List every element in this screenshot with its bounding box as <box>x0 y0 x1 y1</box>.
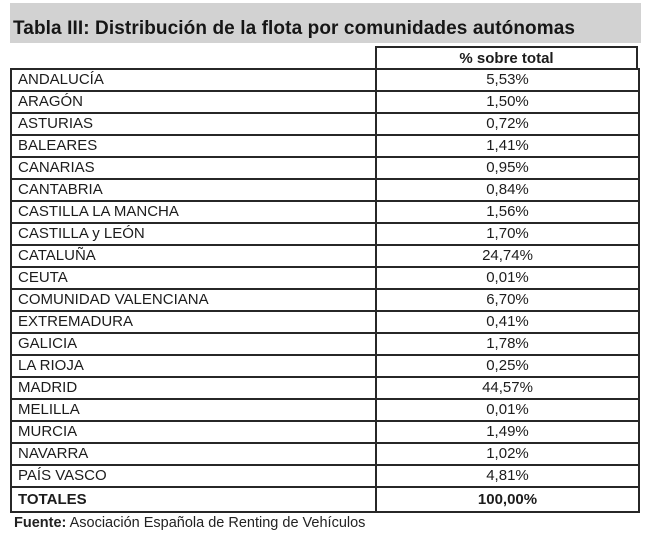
table-footer: TOTALES 100,00% <box>10 486 640 513</box>
community-name: BALEARES <box>10 134 377 158</box>
table-row: CASTILLA LA MANCHA 1,56% <box>10 200 640 224</box>
community-name: ASTURIAS <box>10 112 377 136</box>
table-row: PAÍS VASCO 4,81% <box>10 464 640 488</box>
table-row: CATALUÑA 24,74% <box>10 244 640 268</box>
community-value: 5,53% <box>375 68 640 92</box>
community-name: MURCIA <box>10 420 377 444</box>
table-row: CEUTA 0,01% <box>10 266 640 290</box>
community-value: 0,84% <box>375 178 640 202</box>
source-note: Fuente: Asociación Española de Renting d… <box>10 515 641 531</box>
community-name: LA RIOJA <box>10 354 377 378</box>
source-text: Asociación Española de Renting de Vehícu… <box>69 515 366 531</box>
table-header-row: % sobre total <box>10 46 641 68</box>
community-value: 0,72% <box>375 112 640 136</box>
totals-label: TOTALES <box>10 486 377 513</box>
community-value: 0,95% <box>375 156 640 180</box>
table-title: Tabla III: Distribución de la flota por … <box>13 18 576 39</box>
table-row: MURCIA 1,49% <box>10 420 640 444</box>
community-value: 24,74% <box>375 244 640 268</box>
community-name: PAÍS VASCO <box>10 464 377 488</box>
totals-row: TOTALES 100,00% <box>10 486 640 513</box>
community-name: CANARIAS <box>10 156 377 180</box>
community-name: CASTILLA LA MANCHA <box>10 200 377 224</box>
header-spacer <box>10 46 375 68</box>
fleet-distribution-table: ANDALUCÍA 5,53% ARAGÓN 1,50% ASTURIAS 0,… <box>10 68 640 513</box>
community-value: 4,81% <box>375 464 640 488</box>
table-row: ARAGÓN 1,50% <box>10 90 640 114</box>
community-value: 6,70% <box>375 288 640 312</box>
community-name: CASTILLA y LEÓN <box>10 222 377 246</box>
community-name: CATALUÑA <box>10 244 377 268</box>
community-value: 1,78% <box>375 332 640 356</box>
table-row: EXTREMADURA 0,41% <box>10 310 640 334</box>
totals-value: 100,00% <box>375 486 640 513</box>
community-name: MADRID <box>10 376 377 400</box>
community-name: NAVARRA <box>10 442 377 466</box>
table-row: BALEARES 1,41% <box>10 134 640 158</box>
community-value: 0,25% <box>375 354 640 378</box>
table-row: MELILLA 0,01% <box>10 398 640 422</box>
table-row: COMUNIDAD VALENCIANA 6,70% <box>10 288 640 312</box>
community-name: ANDALUCÍA <box>10 68 377 92</box>
table-row: ANDALUCÍA 5,53% <box>10 68 640 92</box>
table-row: LA RIOJA 0,25% <box>10 354 640 378</box>
community-name: CEUTA <box>10 266 377 290</box>
community-name: GALICIA <box>10 332 377 356</box>
table-row: MADRID 44,57% <box>10 376 640 400</box>
community-name: MELILLA <box>10 398 377 422</box>
column-header-percent: % sobre total <box>375 46 638 68</box>
table-row: CANARIAS 0,95% <box>10 156 640 180</box>
community-value: 1,02% <box>375 442 640 466</box>
table-title-bar: Tabla III: Distribución de la flota por … <box>10 3 641 43</box>
community-name: CANTABRIA <box>10 178 377 202</box>
community-value: 0,41% <box>375 310 640 334</box>
table-row: CASTILLA y LEÓN 1,70% <box>10 222 640 246</box>
community-name: COMUNIDAD VALENCIANA <box>10 288 377 312</box>
table-row: CANTABRIA 0,84% <box>10 178 640 202</box>
table-body: ANDALUCÍA 5,53% ARAGÓN 1,50% ASTURIAS 0,… <box>10 68 640 488</box>
community-value: 1,49% <box>375 420 640 444</box>
community-value: 0,01% <box>375 398 640 422</box>
table-row: GALICIA 1,78% <box>10 332 640 356</box>
community-value: 1,50% <box>375 90 640 114</box>
table-row: NAVARRA 1,02% <box>10 442 640 466</box>
community-value: 0,01% <box>375 266 640 290</box>
community-value: 1,56% <box>375 200 640 224</box>
community-value: 1,41% <box>375 134 640 158</box>
source-label: Fuente: <box>14 515 67 531</box>
community-name: ARAGÓN <box>10 90 377 114</box>
table-row: ASTURIAS 0,72% <box>10 112 640 136</box>
community-name: EXTREMADURA <box>10 310 377 334</box>
community-value: 1,70% <box>375 222 640 246</box>
community-value: 44,57% <box>375 376 640 400</box>
